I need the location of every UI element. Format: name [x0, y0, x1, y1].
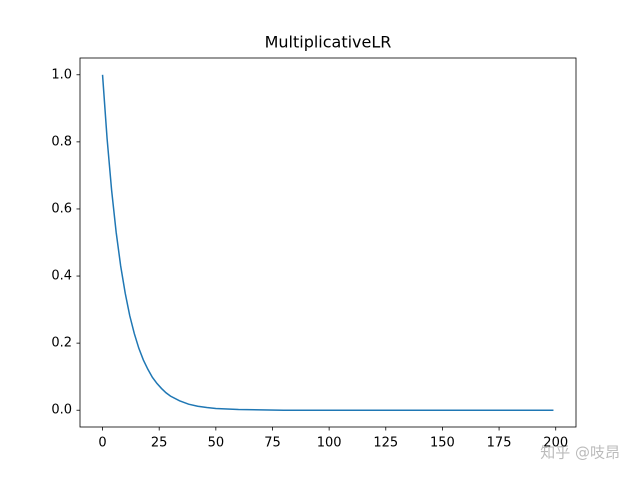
x-tick-label: 100 [317, 436, 342, 451]
y-tick-label: 0.2 [51, 336, 72, 351]
x-tick-label: 25 [151, 436, 168, 451]
x-tick-label: 200 [543, 436, 568, 451]
y-tick-label: 0.4 [51, 269, 72, 284]
watermark: 知乎 @吱昂 [540, 444, 620, 462]
x-tick-label: 175 [487, 436, 512, 451]
x-tick-label: 0 [98, 436, 106, 451]
line [101, 74, 554, 411]
y-tick-label: 0.0 [51, 403, 72, 418]
plot-frame [79, 57, 577, 428]
x-tick-label: 50 [208, 436, 225, 451]
y-tick-label: 0.8 [51, 134, 72, 149]
chart-title: MultiplicativeLR [265, 33, 392, 52]
y-tick-label: 1.0 [51, 67, 72, 82]
y-tick-label: 0.6 [51, 201, 72, 216]
x-tick-label: 150 [430, 436, 455, 451]
x-tick-label: 125 [373, 436, 398, 451]
x-tick-label: 75 [264, 436, 281, 451]
